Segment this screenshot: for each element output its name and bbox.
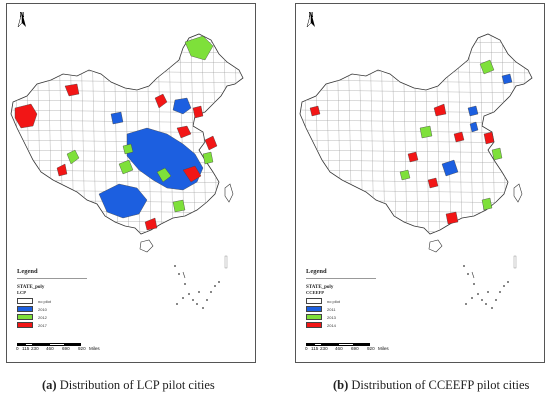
legend-item: 2014 bbox=[306, 321, 416, 329]
scale-tick: 920 bbox=[367, 346, 375, 351]
legend-swatch bbox=[17, 322, 33, 328]
scale-bar-segments bbox=[17, 343, 147, 346]
legend-item: 2012 bbox=[17, 313, 127, 321]
legend-field-name: LCP bbox=[17, 290, 26, 295]
south-sea-islands bbox=[174, 265, 220, 309]
legend-item: 2011 bbox=[306, 305, 416, 313]
scale-bar: 0 115 230 460 690 920 Miles bbox=[305, 343, 436, 352]
caption-lcp: (a) Distribution of LCP pilot cities bbox=[42, 378, 215, 393]
scale-tick: 0 bbox=[16, 346, 19, 351]
cceefp-map bbox=[299, 33, 533, 309]
scale-unit: Miles bbox=[378, 346, 389, 351]
legend-item-label: no pilot bbox=[38, 298, 51, 304]
lcp-map-panel: N Legend STATE_poly LCP no pilot 2010 20… bbox=[6, 3, 256, 363]
south-sea-islands bbox=[463, 265, 509, 309]
legend-item-label: no pilot bbox=[327, 298, 340, 304]
legend-item: 2017 bbox=[17, 321, 127, 329]
map-legend: Legend STATE_poly CCEEFP no pilot 2011 2… bbox=[306, 268, 416, 329]
scale-tick: 230 bbox=[31, 346, 39, 351]
legend-item-label: 2014 bbox=[327, 322, 336, 328]
scale-tick: 460 bbox=[46, 346, 54, 351]
china-outline bbox=[299, 33, 533, 253]
legend-layer-name: STATE_poly bbox=[306, 285, 334, 290]
legend-title: Legend bbox=[17, 268, 38, 275]
legend-swatch bbox=[17, 314, 33, 320]
scale-tick: 0 bbox=[305, 346, 308, 351]
legend-field-name: CCEEFP bbox=[306, 290, 324, 295]
legend-item-label: 2017 bbox=[38, 322, 47, 328]
legend-swatch bbox=[306, 306, 322, 312]
caption-cceefp: (b) Distribution of CCEEFP pilot cities bbox=[333, 378, 529, 393]
legend-swatch bbox=[306, 314, 322, 320]
scale-tick: 230 bbox=[320, 346, 328, 351]
caption-text: Distribution of CCEEFP pilot cities bbox=[348, 378, 530, 392]
north-arrow-icon: N bbox=[15, 12, 29, 36]
scale-tick: 115 bbox=[311, 346, 319, 351]
legend-title: Legend bbox=[306, 268, 327, 275]
pilot-regions bbox=[309, 59, 513, 225]
legend-item-label: 2011 bbox=[327, 306, 336, 312]
caption-tag: (a) bbox=[42, 378, 57, 392]
legend-swatch bbox=[306, 298, 322, 304]
scale-bar: 0 115 230 460 690 920 Miles bbox=[16, 343, 147, 352]
scale-tick: 690 bbox=[62, 346, 70, 351]
north-arrow-icon: N bbox=[304, 12, 318, 36]
legend-item: no pilot bbox=[306, 297, 416, 305]
scale-tick: 115 bbox=[22, 346, 30, 351]
scale-unit: Miles bbox=[89, 346, 100, 351]
caption-text: Distribution of LCP pilot cities bbox=[56, 378, 215, 392]
pilot-regions bbox=[14, 35, 218, 231]
legend-layer-name: STATE_poly bbox=[17, 285, 45, 290]
caption-tag: (b) bbox=[333, 378, 349, 392]
legend-divider bbox=[306, 278, 376, 279]
scale-tick: 920 bbox=[78, 346, 86, 351]
legend-item-label: 2012 bbox=[38, 314, 47, 320]
scale-bar-segments bbox=[306, 343, 436, 346]
scale-tick: 460 bbox=[335, 346, 343, 351]
cceefp-map-panel: N Legend STATE_poly CCEEFP no pilot 2011… bbox=[295, 3, 545, 363]
legend-item: no pilot bbox=[17, 297, 127, 305]
scale-tick: 690 bbox=[351, 346, 359, 351]
legend-item-label: 2013 bbox=[327, 314, 336, 320]
legend-item: 2013 bbox=[306, 313, 416, 321]
legend-divider bbox=[17, 278, 87, 279]
legend-swatch bbox=[17, 298, 33, 304]
legend-item-label: 2010 bbox=[38, 306, 47, 312]
lcp-map bbox=[10, 33, 244, 309]
legend-swatch bbox=[17, 306, 33, 312]
map-legend: Legend STATE_poly LCP no pilot 2010 2012… bbox=[17, 268, 127, 329]
legend-item: 2010 bbox=[17, 305, 127, 313]
scale-bar-labels: 0 115 230 460 690 920 Miles bbox=[305, 346, 436, 352]
scale-bar-labels: 0 115 230 460 690 920 Miles bbox=[16, 346, 147, 352]
legend-swatch bbox=[306, 322, 322, 328]
